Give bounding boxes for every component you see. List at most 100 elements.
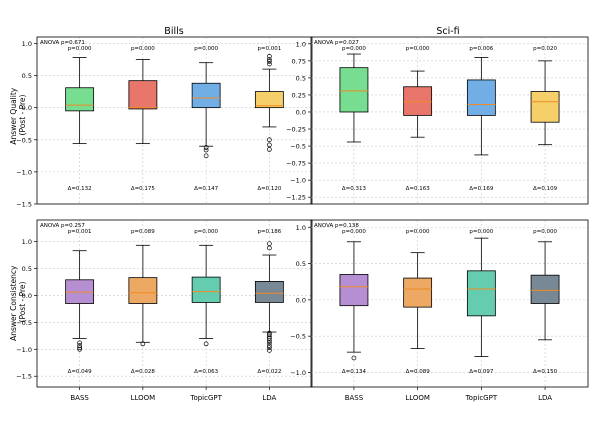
delta-topicgpt: Δ=0.097 bbox=[469, 369, 494, 375]
delta-bass: Δ=0.132 bbox=[68, 186, 92, 192]
y-tick-label: 0.0 bbox=[296, 108, 306, 116]
y-tick-label: −1.5 bbox=[16, 373, 32, 381]
box-bass bbox=[65, 279, 95, 304]
y-tick-label: −0.5 bbox=[290, 333, 306, 341]
outlier-lda bbox=[267, 241, 272, 247]
delta-lloom: Δ=0.175 bbox=[131, 186, 156, 192]
y-tick-label: −1.0 bbox=[290, 369, 306, 377]
y-tick-label: −0.5 bbox=[16, 319, 32, 327]
pvalue-lloom: p=0.000 bbox=[406, 229, 430, 235]
y-tick-label: −0.5 bbox=[16, 136, 32, 144]
y-tick-label: −1.25 bbox=[286, 194, 306, 202]
y-tick-label: 0.75 bbox=[292, 57, 306, 65]
anova-label: ANOVA p=0.138 bbox=[314, 223, 359, 229]
box-lloom bbox=[403, 277, 433, 308]
delta-lda: Δ=0.109 bbox=[533, 186, 558, 192]
row-ylabel-quality-line2: (Post - Pre) bbox=[18, 94, 27, 135]
outlier-bass bbox=[77, 346, 82, 352]
outlier-lda bbox=[267, 59, 272, 64]
pvalue-bass: p=0.000 bbox=[68, 46, 92, 52]
panel-frame bbox=[310, 36, 589, 205]
y-tick-label: 0.0 bbox=[22, 292, 32, 300]
y-tick-label: 0.5 bbox=[22, 265, 32, 273]
x-tick-label-lda: LDA bbox=[538, 394, 552, 402]
delta-bass: Δ=0.313 bbox=[342, 186, 367, 192]
pvalue-lda: p=0.186 bbox=[257, 229, 281, 235]
pvalue-topicgpt: p=0.000 bbox=[194, 46, 218, 52]
panel-frame bbox=[36, 36, 313, 205]
outlier-topicgpt bbox=[203, 145, 209, 150]
box-bass bbox=[65, 87, 95, 112]
x-tick-label-lloom: LLOOM bbox=[405, 394, 430, 402]
delta-lloom: Δ=0.163 bbox=[406, 186, 431, 192]
box-lda bbox=[254, 281, 284, 303]
box-lda bbox=[254, 91, 284, 109]
panel-frame bbox=[310, 219, 589, 388]
x-tick-label-topicgpt: TopicGPT bbox=[189, 394, 222, 402]
delta-topicgpt: Δ=0.169 bbox=[469, 186, 494, 192]
delta-lloom: Δ=0.089 bbox=[406, 369, 431, 375]
y-tick-label: 0.5 bbox=[296, 74, 306, 82]
row-ylabel-consistency-line2: (Post - Pre) bbox=[18, 281, 27, 322]
y-tick-label: −1.5 bbox=[16, 201, 32, 209]
box-lloom bbox=[128, 277, 158, 304]
outlier-lda bbox=[267, 343, 272, 348]
pvalue-lda: p=0.020 bbox=[533, 46, 557, 52]
outlier-lda bbox=[267, 338, 272, 344]
column-title-bills: Bills bbox=[164, 26, 183, 37]
box-lda bbox=[530, 274, 560, 304]
delta-lda: Δ=0.022 bbox=[257, 369, 281, 375]
anova-label: ANOVA p=0.257 bbox=[40, 223, 85, 229]
y-tick-label: 1.0 bbox=[22, 238, 32, 246]
y-tick-label: 0.5 bbox=[22, 72, 32, 80]
delta-topicgpt: Δ=0.063 bbox=[194, 369, 219, 375]
outlier-lloom bbox=[140, 341, 146, 347]
delta-topicgpt: Δ=0.147 bbox=[194, 186, 219, 192]
pvalue-lloom: p=0.000 bbox=[131, 46, 155, 52]
outlier-topicgpt bbox=[203, 341, 209, 347]
anova-label: ANOVA p=0.671 bbox=[40, 40, 85, 46]
pvalue-lda: p=0.000 bbox=[533, 229, 557, 235]
y-tick-label: −1.0 bbox=[16, 168, 32, 176]
delta-lda: Δ=0.150 bbox=[533, 369, 558, 375]
y-tick-label: 0.0 bbox=[22, 104, 32, 112]
pvalue-bass: p=0.000 bbox=[342, 46, 366, 52]
box-lda bbox=[530, 91, 560, 123]
box-topicgpt bbox=[191, 276, 221, 303]
y-tick-label: 1.0 bbox=[296, 224, 306, 232]
x-tick-label-bass: BASS bbox=[70, 394, 89, 402]
y-tick-label: 0.5 bbox=[296, 260, 306, 268]
x-tick-label-lda: LDA bbox=[262, 394, 276, 402]
y-tick-label: −0.25 bbox=[286, 126, 306, 134]
outlier-lda bbox=[267, 348, 272, 353]
box-topicgpt bbox=[466, 270, 496, 317]
outlier-topicgpt bbox=[203, 153, 209, 159]
outlier-lda bbox=[267, 147, 272, 152]
box-lloom bbox=[128, 80, 158, 110]
x-tick-label-topicgpt: TopicGPT bbox=[465, 394, 498, 402]
outlier-lda bbox=[267, 345, 272, 351]
y-tick-label: −0.75 bbox=[286, 160, 306, 168]
row-ylabel-consistency-line1: Answer Consistency bbox=[9, 265, 18, 341]
outlier-bass bbox=[77, 345, 82, 351]
outlier-bass bbox=[351, 355, 357, 361]
outlier-lda bbox=[267, 137, 272, 143]
outlier-lda bbox=[267, 61, 272, 67]
delta-lda: Δ=0.120 bbox=[257, 186, 282, 192]
box-topicgpt bbox=[466, 79, 496, 116]
panel-frame bbox=[36, 219, 313, 388]
x-tick-label-bass: BASS bbox=[345, 394, 364, 402]
pvalue-topicgpt: p=0.000 bbox=[469, 229, 493, 235]
x-tick-label-lloom: LLOOM bbox=[131, 394, 156, 402]
y-tick-label: 0.0 bbox=[296, 296, 306, 304]
outlier-lda bbox=[267, 340, 272, 346]
outlier-lda bbox=[267, 53, 272, 59]
box-bass bbox=[339, 274, 369, 307]
pvalue-topicgpt: p=0.006 bbox=[469, 46, 493, 52]
anova-label: ANOVA p=0.027 bbox=[314, 40, 359, 46]
delta-lloom: Δ=0.028 bbox=[131, 369, 156, 375]
y-tick-label: −0.5 bbox=[290, 143, 306, 151]
box-bass bbox=[339, 67, 369, 113]
